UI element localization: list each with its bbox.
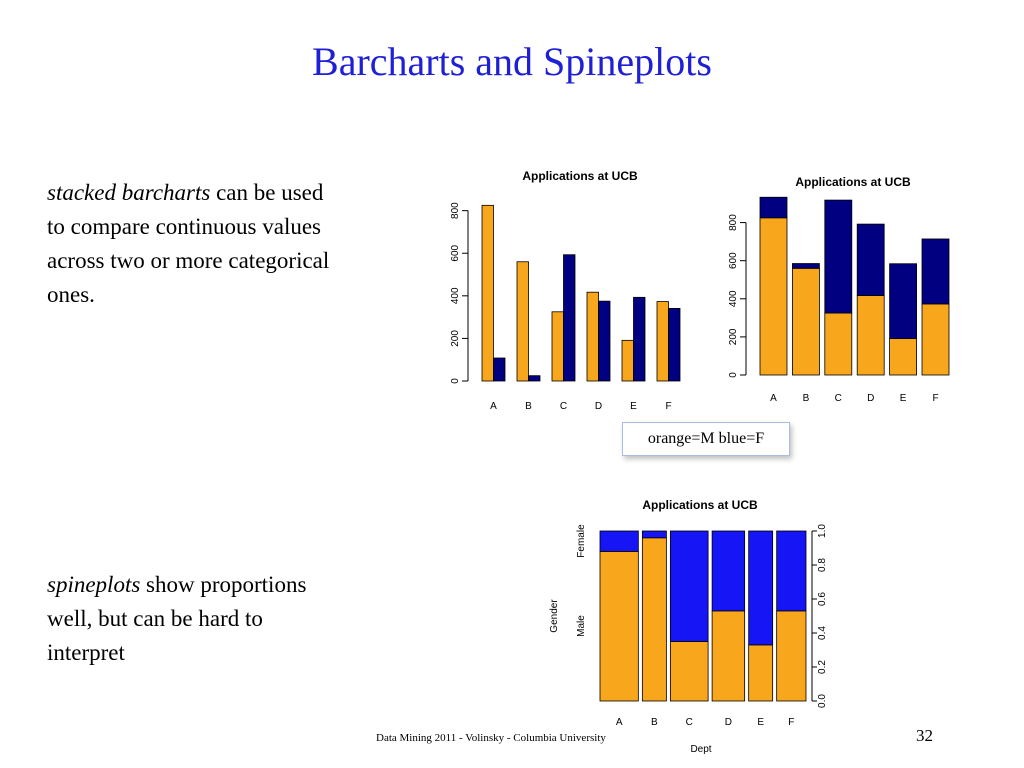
bullet-stacked-text: can be used to compare continuous values…	[47, 180, 330, 307]
y-tick-label: 800	[728, 214, 739, 231]
x-tick-label: F	[665, 401, 671, 412]
spine-male-E	[748, 644, 774, 702]
color-legend-note: orange=M blue=F	[622, 422, 790, 456]
right-tick-label: 1.0	[817, 524, 828, 538]
spine-female-E	[748, 530, 774, 646]
bar-female-E	[633, 296, 646, 382]
spine-female-D	[711, 530, 746, 612]
y-tick-label: 400	[450, 287, 461, 304]
x-tick-label: E	[900, 393, 907, 404]
bar-female-D	[856, 223, 885, 296]
spine-male-F	[776, 610, 807, 702]
x-tick-label: E	[757, 717, 764, 728]
x-tick-label: C	[560, 401, 567, 412]
x-tick-label: D	[867, 393, 874, 404]
y-axis-label: Gender	[549, 599, 560, 633]
y-tick-label: 0	[450, 378, 461, 384]
right-tick-label: 0.0	[817, 694, 828, 708]
y-tick-label: 600	[728, 252, 739, 269]
x-tick-label: A	[616, 717, 623, 728]
bullet-stacked-term: stacked barcharts	[47, 180, 211, 205]
y-tick-label: 800	[450, 202, 461, 219]
x-tick-label: B	[803, 393, 810, 404]
bar-male-E	[889, 338, 917, 376]
spine-male-C	[669, 641, 709, 702]
bar-female-C	[563, 254, 576, 382]
bar-male-A	[481, 204, 494, 382]
x-tick-label: F	[932, 393, 938, 404]
color-legend-text: orange=M blue=F	[647, 430, 765, 447]
bar-male-B	[516, 261, 529, 382]
right-tick-label: 0.4	[817, 626, 828, 640]
y-tick-label: 600	[450, 244, 461, 261]
spine-female-B	[641, 530, 667, 539]
y-tick-label: 400	[728, 290, 739, 307]
spine-female-F	[776, 530, 807, 612]
bar-male-F	[921, 303, 950, 376]
x-tick-label: D	[725, 717, 732, 728]
y-tick-label: 200	[728, 328, 739, 345]
page-number: 32	[916, 726, 933, 745]
spine-male-D	[711, 610, 746, 702]
x-tick-label: C	[686, 717, 693, 728]
x-axis-label: Dept	[690, 744, 711, 755]
level-label-female: Female	[576, 524, 587, 558]
right-tick-label: 0.8	[817, 558, 828, 572]
bar-male-B	[792, 267, 820, 376]
right-tick-label: 0.6	[817, 592, 828, 606]
chart-title: Applications at UCB	[795, 175, 911, 189]
spine-female-A	[599, 530, 639, 552]
bar-female-A	[493, 357, 506, 382]
bar-female-E	[889, 263, 917, 340]
chart-title: Applications at UCB	[522, 169, 638, 183]
bar-female-B	[528, 375, 541, 382]
bullet-stacked-barcharts: stacked barcharts can be used to compare…	[47, 176, 337, 312]
bar-female-B	[792, 263, 820, 269]
bar-female-D	[598, 300, 611, 382]
x-tick-label: B	[651, 717, 658, 728]
x-tick-label: E	[630, 401, 637, 412]
slide-title: Barcharts and Spineplots	[312, 39, 712, 84]
y-tick-label: 0	[728, 372, 739, 378]
x-tick-label: D	[595, 401, 602, 412]
x-tick-label: C	[835, 393, 842, 404]
spine-female-C	[669, 530, 709, 642]
bullet-spineplot-term: spineplots	[47, 572, 141, 597]
y-tick-label: 200	[450, 330, 461, 347]
x-tick-label: A	[490, 401, 497, 412]
spine-male-B	[641, 537, 667, 702]
x-tick-label: B	[525, 401, 532, 412]
spine-male-A	[599, 551, 639, 702]
x-tick-label: F	[788, 717, 794, 728]
bar-male-C	[824, 312, 853, 376]
bullet-spineplots: spineplots show proportions well, but ca…	[47, 568, 337, 670]
level-label-male: Male	[576, 615, 587, 637]
bar-male-D	[856, 295, 885, 376]
x-tick-label: A	[770, 393, 777, 404]
bar-female-C	[824, 199, 853, 314]
bar-female-A	[759, 196, 788, 219]
footer-text: Data Mining 2011 - Volinsky - Columbia U…	[376, 732, 606, 744]
bar-female-F	[921, 238, 950, 305]
bullet-spineplot-text: show proportions well, but can be hard t…	[47, 572, 307, 665]
bar-female-F	[668, 307, 681, 382]
right-tick-label: 0.2	[817, 660, 828, 674]
chart-title: Applications at UCB	[642, 498, 758, 512]
